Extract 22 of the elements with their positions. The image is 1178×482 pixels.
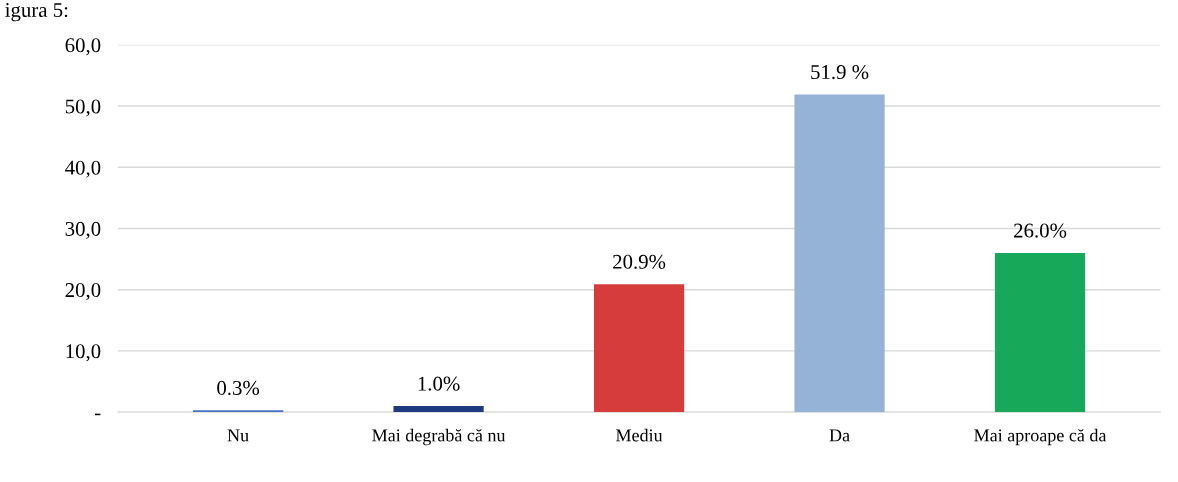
bar	[393, 405, 484, 413]
bar	[794, 94, 885, 413]
data-label: 20.9%	[613, 254, 666, 269]
x-tick-label: Mediu	[616, 428, 663, 442]
x-tick-label: Da	[829, 429, 850, 442]
y-tick-label: 30,0	[65, 221, 101, 239]
x-tick-label: Mai aproape că da	[974, 428, 1107, 446]
text: igura 5:	[5, 3, 68, 22]
y-tick-label: 20,0	[65, 283, 101, 301]
x-tick-label: Nu	[227, 429, 249, 442]
data-label: 51.9 %	[811, 65, 869, 80]
y-tick-label: 50,0	[65, 99, 101, 117]
data-label: 26.0%	[1014, 223, 1067, 238]
y-tick-label: 60,0	[65, 38, 101, 56]
bar	[994, 252, 1086, 413]
y-tick-label: 40,0	[65, 160, 101, 178]
bar	[593, 284, 685, 413]
y-tick-label: 10,0	[66, 344, 101, 362]
x-tick-label: Mai degrabă că nu	[372, 428, 506, 446]
y-tick-label: -	[94, 413, 101, 416]
data-label: 1.0%	[418, 376, 460, 391]
data-label: 0.3%	[217, 380, 260, 396]
